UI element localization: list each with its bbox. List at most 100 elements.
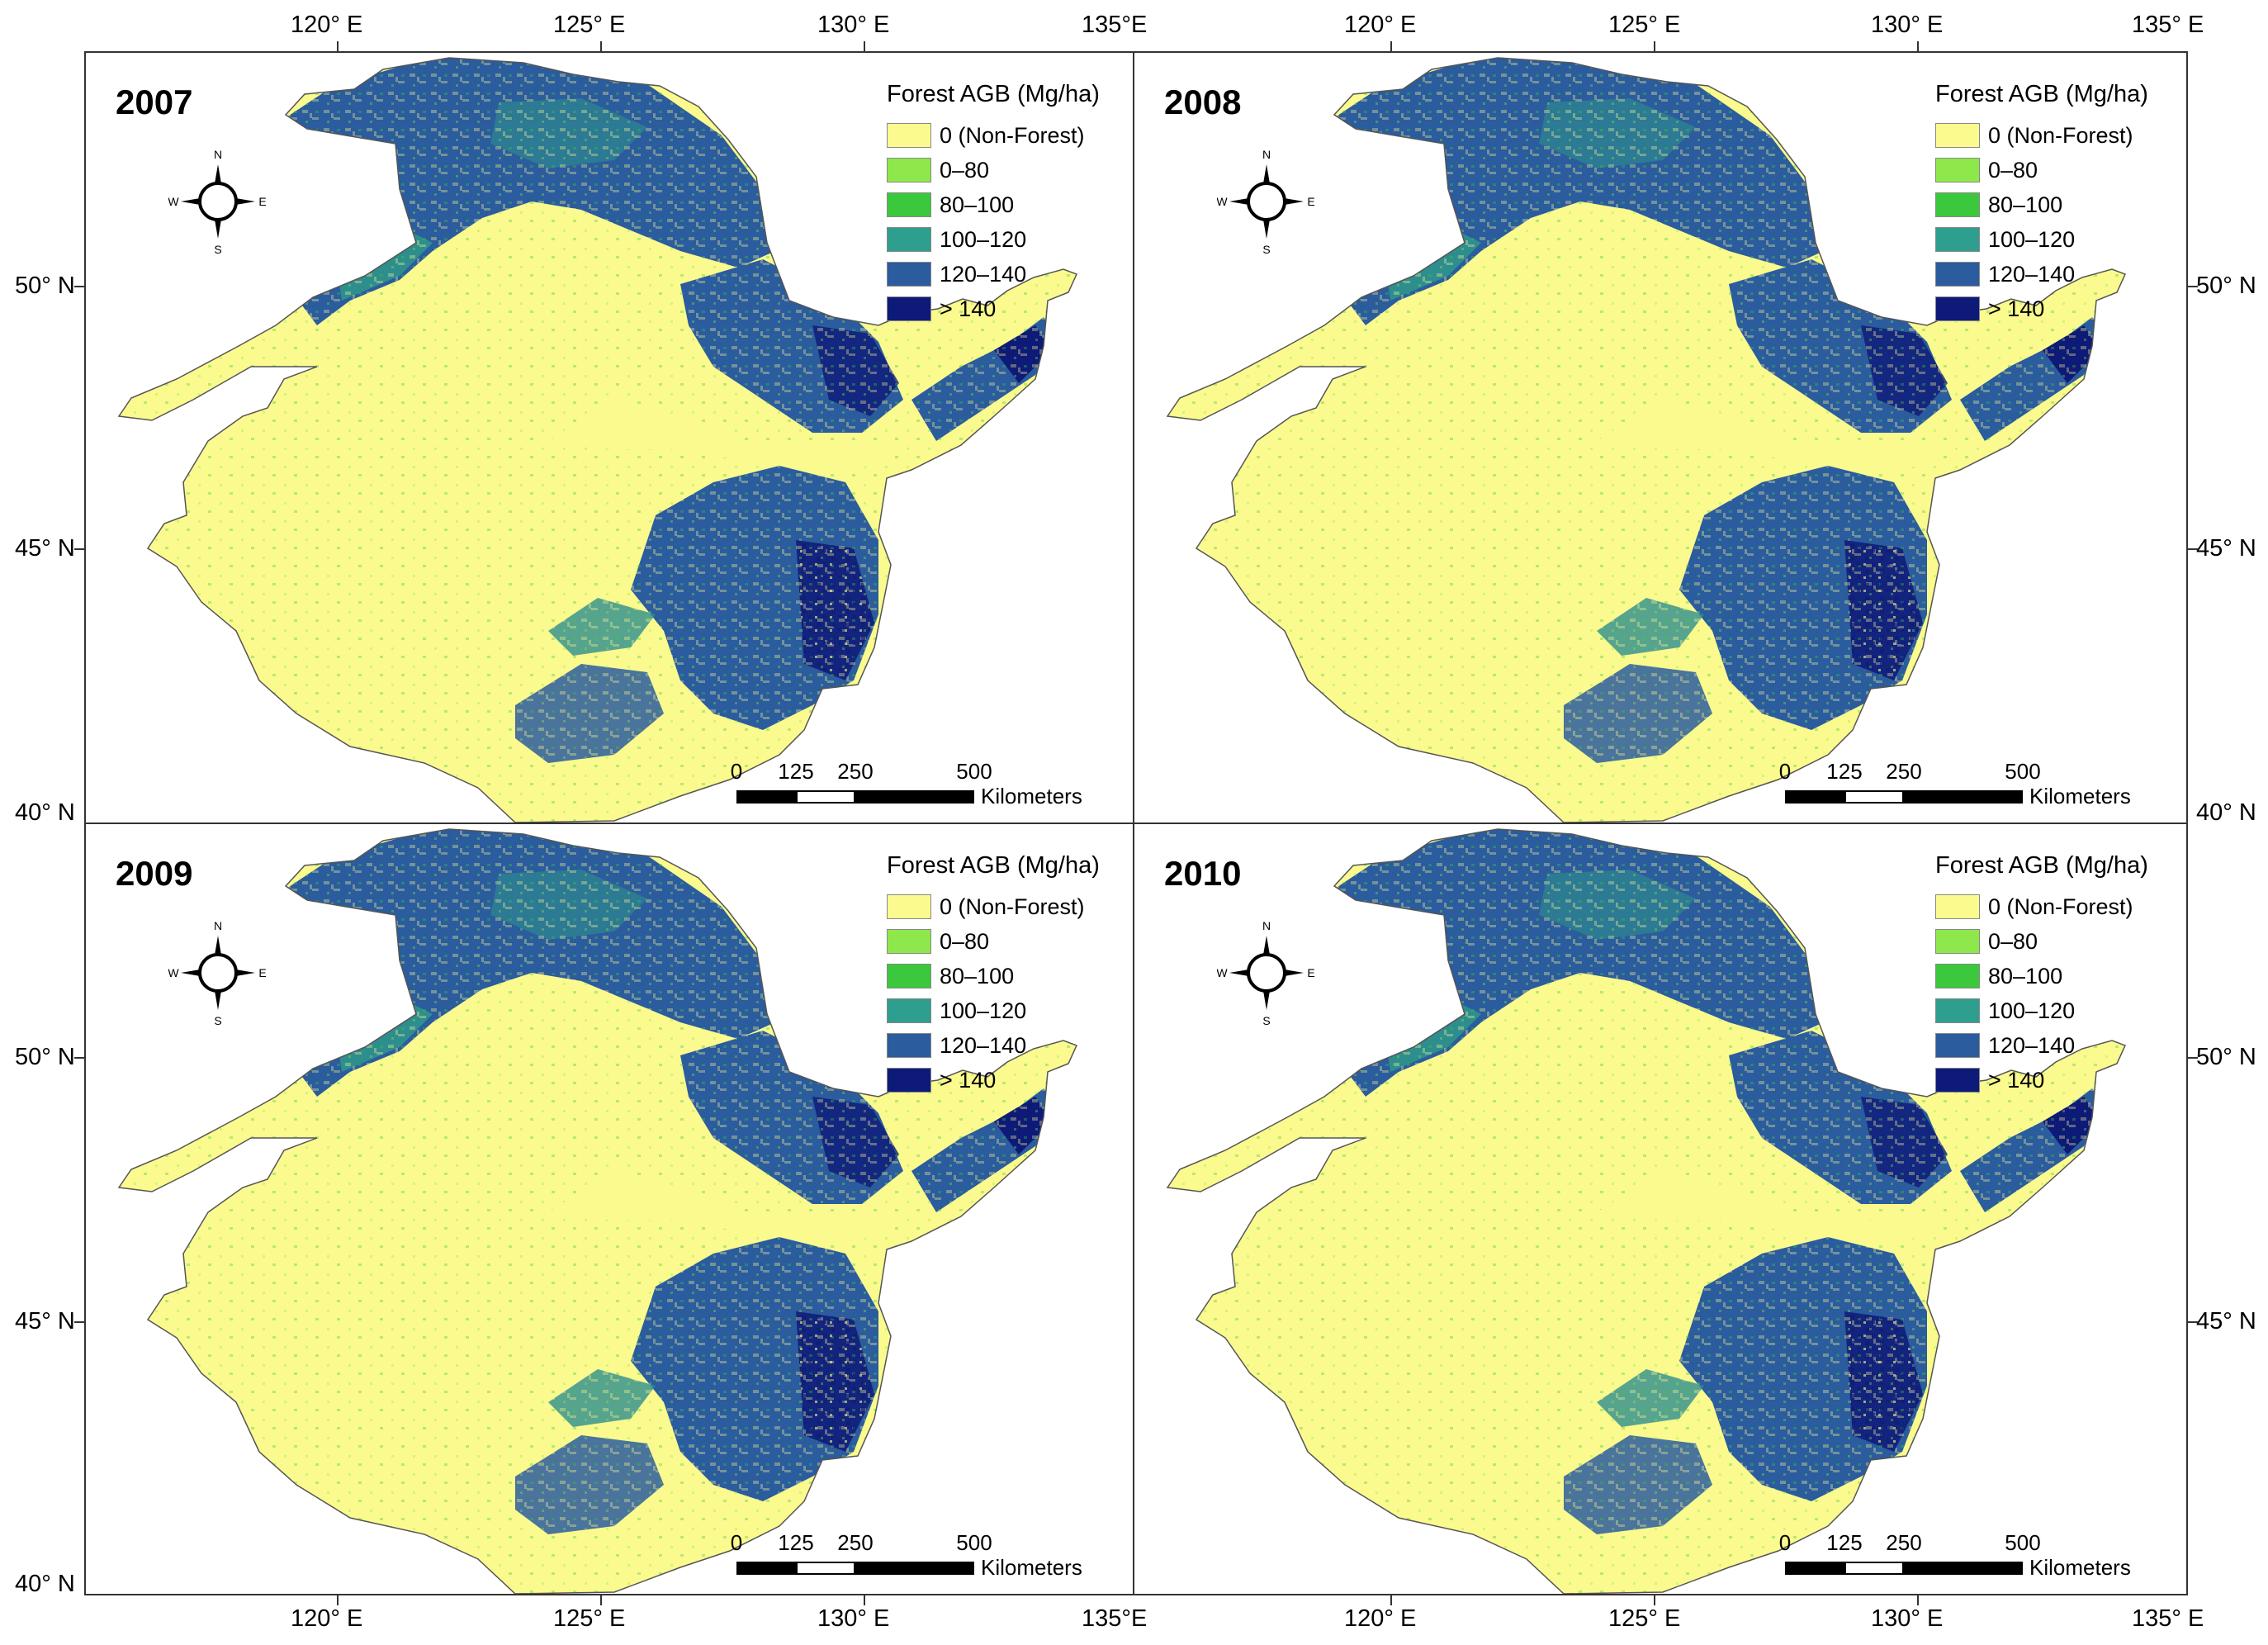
compass-s: S: [214, 243, 221, 255]
legend-item: 100–120: [1935, 993, 2148, 1028]
legend-swatch: [887, 192, 931, 217]
scale-segment: [1904, 790, 2023, 804]
right-lat-label: 40° N: [2196, 799, 2256, 826]
legend-label: 0 (Non-Forest): [940, 894, 1085, 919]
scale-segment: [736, 790, 796, 804]
legend-label: 0–80: [1988, 928, 2038, 954]
top-lon-label: 130° E: [1871, 12, 1944, 38]
legend-item: 80–100: [1935, 187, 2148, 222]
map-panel-2009: 2009 Forest AGB (Mg/ha) 0 (Non-Forest) 0…: [86, 824, 1134, 1594]
scale-tick-label: 250: [1886, 1530, 1922, 1555]
legend-item: 80–100: [887, 187, 1100, 222]
legend-item: 0 (Non-Forest): [1935, 889, 2148, 924]
top-lon-label: 120° E: [1344, 12, 1417, 38]
axis-tick: [2188, 1321, 2198, 1323]
compass-w: W: [1217, 966, 1228, 979]
legend-item: 80–100: [1935, 959, 2148, 993]
legend-swatch: [1935, 158, 1980, 183]
axis-tick: [337, 41, 339, 51]
legend-label: 100–120: [1988, 226, 2076, 252]
scale-bar: 0 125 250 500 Kilometers: [1778, 759, 2158, 817]
north-arrow-icon: N S W E: [1217, 148, 1315, 255]
map-panel-2008: 2008 Forest AGB (Mg/ha) 0 (Non-Forest) 0…: [1134, 53, 2183, 822]
compass-s: S: [1262, 1014, 1270, 1026]
left-lat-label: 45° N: [15, 1308, 75, 1334]
bottom-lon-label: 130° E: [1871, 1605, 1944, 1632]
legend-swatch: [1935, 998, 1980, 1023]
legend-item: 100–120: [887, 993, 1100, 1028]
legend-label: 0–80: [940, 157, 990, 183]
legend-swatch: [887, 998, 931, 1023]
compass-s: S: [1262, 243, 1270, 255]
legend-title: Forest AGB (Mg/ha): [1935, 852, 2148, 879]
north-arrow-icon: N S W E: [168, 148, 267, 255]
bottom-lon-label: 125° E: [1608, 1605, 1681, 1632]
left-lat-label: 50° N: [15, 1044, 75, 1070]
legend-label: 100–120: [940, 998, 1027, 1023]
axis-tick: [2188, 1057, 2198, 1059]
axis-tick: [1654, 41, 1655, 51]
legend-swatch: [1935, 929, 1980, 954]
legend-item: 100–120: [887, 222, 1100, 257]
north-arrow-icon: N S W E: [1217, 919, 1315, 1026]
scale-bar: 0 125 250 500 Kilometers: [1778, 1530, 2158, 1588]
axis-tick: [1654, 1595, 1655, 1605]
scale-segment: [1844, 1562, 1904, 1575]
legend: Forest AGB (Mg/ha) 0 (Non-Forest) 0–80 8…: [1935, 852, 2148, 1097]
axis-tick: [74, 1057, 84, 1059]
legend-item: 120–140: [887, 1028, 1100, 1063]
scale-tick-label: 125: [778, 759, 814, 784]
legend-item: 100–120: [1935, 222, 2148, 257]
scale-tick-label: 500: [2005, 1530, 2041, 1555]
right-lat-label: 50° N: [2196, 1044, 2256, 1070]
axis-tick: [864, 1595, 865, 1605]
legend-label: 0 (Non-Forest): [940, 122, 1085, 148]
scale-tick-label: 125: [778, 1530, 814, 1555]
legend-label: 80–100: [1988, 963, 2063, 988]
compass-n: N: [214, 148, 222, 161]
legend-label: 0 (Non-Forest): [1988, 122, 2133, 148]
legend-item: 0–80: [1935, 153, 2148, 187]
scale-segment: [855, 1562, 974, 1575]
legend-label: 0–80: [940, 928, 990, 954]
legend-title: Forest AGB (Mg/ha): [1935, 81, 2148, 107]
legend-swatch: [1935, 1033, 1980, 1058]
legend-swatch: [1935, 123, 1980, 148]
axis-tick: [337, 1595, 339, 1605]
legend-item: 0–80: [1935, 924, 2148, 959]
legend-swatch: [1935, 964, 1980, 988]
legend-label: 120–140: [1988, 1032, 2076, 1058]
top-lon-label: 125° E: [553, 12, 626, 38]
legend-item: 0 (Non-Forest): [1935, 118, 2148, 153]
legend-swatch: [887, 262, 931, 287]
axis-tick: [2188, 286, 2198, 287]
bottom-lon-label: 125° E: [553, 1605, 626, 1632]
map-panel-2010: 2010 Forest AGB (Mg/ha) 0 (Non-Forest) 0…: [1134, 824, 2183, 1594]
left-lat-label: 45° N: [15, 535, 75, 562]
top-lon-label: 130° E: [817, 12, 890, 38]
legend-label: 0–80: [1988, 157, 2038, 183]
left-lat-label: 40° N: [15, 799, 75, 826]
legend-swatch: [887, 158, 931, 183]
scale-segment: [796, 790, 855, 804]
compass-n: N: [1262, 919, 1271, 932]
bottom-lon-label: 135°E: [1082, 1605, 1148, 1632]
legend-swatch: [1935, 192, 1980, 217]
scale-segment: [796, 1562, 855, 1575]
axis-tick: [600, 41, 602, 51]
axis-tick: [1390, 1595, 1392, 1605]
top-lon-label: 125° E: [1608, 12, 1681, 38]
axis-tick: [74, 548, 84, 550]
map-panel-2007: 2007 Forest AGB (Mg/ha) 0 (Non-Forest) 0…: [86, 53, 1134, 822]
compass-s: S: [214, 1014, 221, 1026]
axis-tick: [74, 1321, 84, 1323]
legend-swatch: [887, 894, 931, 919]
right-lat-label: 50° N: [2196, 273, 2256, 299]
scale-segment: [855, 790, 974, 804]
bottom-lon-label: 130° E: [817, 1605, 890, 1632]
scale-tick-label: 0: [730, 1530, 743, 1555]
scale-tick-label: 250: [1886, 759, 1922, 784]
legend-item: 0–80: [887, 924, 1100, 959]
scale-tick-label: 0: [1778, 1530, 1792, 1555]
legend-label: 100–120: [940, 226, 1027, 252]
